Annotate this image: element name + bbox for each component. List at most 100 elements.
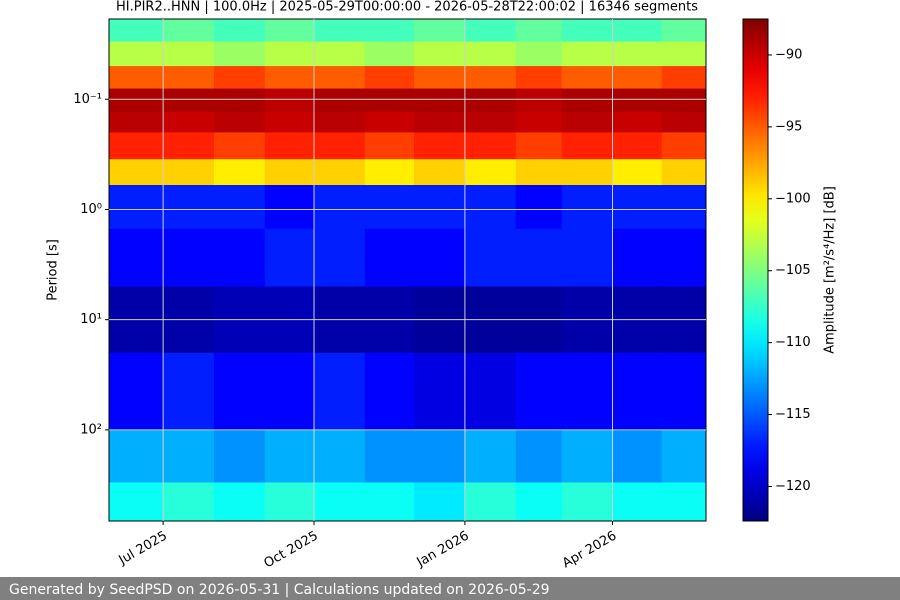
heatmap-cell [163,482,215,522]
heatmap-cell [561,19,614,43]
heatmap-cell [661,482,707,522]
heatmap-cell [364,132,415,160]
heatmap-cell [314,88,366,113]
heatmap-cell [109,19,164,43]
heatmap-cell [661,228,707,287]
heatmap-cell [464,159,517,186]
heatmap-cell [264,132,315,160]
heatmap-cell [464,352,517,431]
heatmap-cell [364,41,415,67]
heatmap-cell [163,159,215,186]
heatmap-cell [612,66,663,90]
heatmap-cell [612,429,663,483]
heatmap-cell [213,159,266,186]
heatmap-cell [314,429,366,483]
x-tick-label: Apr 2026 [560,529,619,572]
heatmap-cell [414,19,466,43]
heatmap-cell [515,66,563,90]
heatmap-cell [213,132,266,160]
heatmap-cell [515,88,563,113]
heatmap-cell [314,41,366,67]
heatmap-cell [264,19,315,43]
y-tick-label: 10⁻¹ [73,92,102,107]
colorbar-tick-label: −115 [775,407,811,422]
heatmap-cell [163,88,215,113]
heatmap-cell [364,429,415,483]
heatmap-cell [364,228,415,287]
heatmap-cell [364,159,415,186]
heatmap-cell [364,88,415,113]
heatmap-cell [213,88,266,113]
heatmap-cell [464,429,517,483]
heatmap-cell [163,41,215,67]
y-tick-label: 10² [80,422,102,437]
heatmap-cell [264,111,315,133]
heatmap-cell [264,352,315,431]
colorbar-tick-label: −110 [775,335,811,350]
heatmap-cell [515,41,563,67]
heatmap-cell [612,352,663,431]
heatmap-cell [364,352,415,431]
y-tick-label: 10¹ [80,312,102,327]
heatmap-cell [264,41,315,67]
heatmap-cell [414,66,466,90]
heatmap-cell [264,159,315,186]
heatmap-cell [109,185,164,230]
heatmap-cell [464,111,517,133]
heatmap-cell [612,41,663,67]
heatmap-cell [414,228,466,287]
heatmap-cell [213,66,266,90]
heatmap-cell [314,185,366,230]
heatmap-cell [464,41,517,67]
heatmap-cell [364,111,415,133]
heatmap-cell [414,482,466,522]
heatmap-cell [515,429,563,483]
heatmap-cell [612,88,663,113]
heatmap-cell [464,66,517,90]
colorbar-label: Amplitude [m²/s⁴/Hz] [dB] [823,186,838,354]
heatmap-cell [314,66,366,90]
x-tick-label: Jan 2026 [414,529,472,571]
x-tick-label: Oct 2025 [262,529,321,572]
heatmap-cell [109,66,164,90]
heatmap-cell [163,19,215,43]
heatmap-cell [561,111,614,133]
heatmap-cell [561,88,614,113]
heatmap-cell [163,132,215,160]
heatmap-cell [213,19,266,43]
heatmap-cell [109,352,164,431]
colorbar-tick-label: −105 [775,263,811,278]
heatmap-cell [109,159,164,186]
heatmap-cell [612,132,663,160]
heatmap-cell [364,185,415,230]
heatmap-cell [264,185,315,230]
heatmap-cell [515,228,563,287]
heatmap-cell [612,19,663,43]
heatmap-cell [561,132,614,160]
heatmap-cell [364,482,415,522]
heatmap-cell [464,132,517,160]
heatmap-cell [414,429,466,483]
heatmap-cell [264,66,315,90]
heatmap-cell [661,132,707,160]
heatmap-cell [314,228,366,287]
plot-frame [108,18,707,522]
heatmap-cell [612,228,663,287]
heatmap-cell [163,352,215,431]
y-tick-label: 10⁰ [80,202,102,217]
heatmap-cell [109,482,164,522]
heatmap-cell [109,228,164,287]
heatmap-cell [213,111,266,133]
heatmap-cell [464,228,517,287]
heatmap-cell [661,88,707,113]
chart-title: HI.PIR2..HNN | 100.0Hz | 2025-05-29T00:0… [116,0,698,15]
heatmap-cell [661,111,707,133]
heatmap-cell [163,429,215,483]
heatmap-cell [612,482,663,522]
heatmap-cell [561,185,614,230]
colorbar-tick-label: −90 [775,47,802,62]
heatmap-cell [561,228,614,287]
heatmap-cell [163,228,215,287]
heatmap-cell [661,41,707,67]
